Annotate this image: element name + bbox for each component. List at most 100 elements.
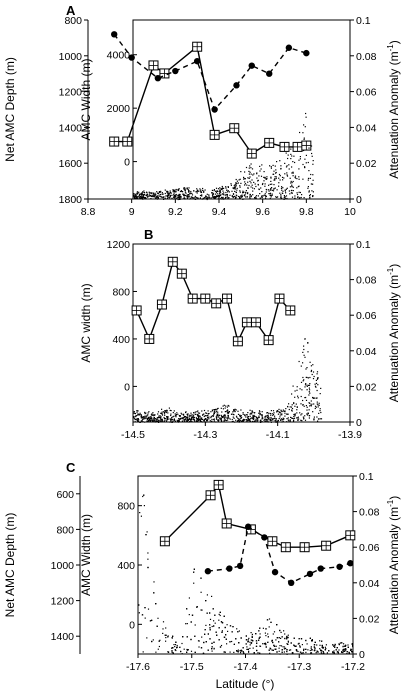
attenuation-point <box>241 416 243 418</box>
attenuation-point <box>319 393 321 395</box>
attenuation-point <box>312 371 315 373</box>
attenuation-point <box>261 191 263 193</box>
attenuation-point <box>274 420 276 422</box>
attenuation-point <box>211 642 213 644</box>
attenuation-point <box>239 416 241 418</box>
attenuation-point <box>171 647 173 649</box>
attenuation-point <box>311 152 313 155</box>
attenuation-point <box>162 420 164 422</box>
attenuation-point <box>270 180 272 182</box>
attenuation-point <box>257 180 259 182</box>
attenuation-point <box>162 621 165 623</box>
attenuation-point <box>272 418 274 420</box>
attenuation-point <box>158 195 161 197</box>
attenuation-point <box>141 195 143 197</box>
attenuation-point <box>174 196 176 198</box>
attenuation-point <box>206 420 208 422</box>
attenuation-point <box>157 418 159 420</box>
attenuation-point <box>255 633 257 635</box>
attenuation-point <box>165 634 167 636</box>
attenuation-point <box>268 190 270 192</box>
attenuation-point <box>171 637 173 639</box>
attenuation-point <box>314 383 316 385</box>
attenuation-point <box>268 618 271 620</box>
attenuation-point <box>296 178 298 180</box>
attenuation-point <box>184 189 186 191</box>
attenuation-point <box>294 415 296 417</box>
attenuation-point <box>173 644 175 646</box>
attenuation-point <box>252 411 254 413</box>
attenuation-point <box>286 643 288 645</box>
attenuation-point <box>234 190 236 192</box>
attenuation-point <box>153 420 155 422</box>
attenuation-point <box>181 420 183 422</box>
attenuation-point <box>223 417 225 419</box>
attenuation-point <box>149 620 152 622</box>
attenuation-point <box>230 183 232 185</box>
attenuation-point <box>197 189 199 191</box>
attenuation-point <box>305 396 307 399</box>
attenuation-point <box>202 197 204 199</box>
attenuation-point <box>251 411 253 413</box>
attenuation-point <box>142 191 144 193</box>
attenuation-point <box>313 649 316 652</box>
attenuation-point <box>187 194 189 196</box>
x-tick-label: -14.3 <box>193 429 217 441</box>
attenuation-point <box>254 412 256 414</box>
attenuation-point <box>295 649 298 651</box>
attenuation-point <box>270 189 272 191</box>
attenuation-point <box>194 624 196 626</box>
attenuation-point <box>287 634 289 636</box>
attenuation-point <box>204 418 206 420</box>
attenuation-point <box>193 415 195 417</box>
attenuation-point <box>286 638 288 640</box>
attenuation-point <box>223 651 225 653</box>
attenuation-point <box>308 394 310 396</box>
attenuation-point <box>146 637 148 639</box>
attenuation-point <box>247 181 249 183</box>
attenuation-point <box>204 633 206 635</box>
attenuation-point <box>173 419 175 421</box>
attenuation-point <box>318 404 320 406</box>
attenuation-point <box>185 194 187 196</box>
attenuation-point <box>324 649 326 651</box>
attenuation-point <box>248 650 250 652</box>
attenuation-point <box>234 184 236 186</box>
attenuation-point <box>144 413 146 415</box>
attenuation-point <box>175 414 177 416</box>
attenuation-point <box>227 410 229 412</box>
attenuation-point <box>133 416 135 418</box>
attenuation-point <box>259 652 261 654</box>
attenuation-point <box>302 362 304 364</box>
attenuation-point <box>302 399 304 402</box>
attenuation-point <box>223 194 225 196</box>
attenuation-point <box>140 193 142 195</box>
attenuation-point <box>236 628 238 630</box>
attenuation-point <box>284 162 286 164</box>
attenuation-point <box>232 196 234 198</box>
attenuation-point <box>253 414 255 416</box>
attenuation-point <box>147 416 149 418</box>
attenuation-point <box>216 408 218 410</box>
attenuation-point <box>190 419 192 421</box>
attenuation-point <box>174 191 176 193</box>
attenuation-point <box>229 194 231 196</box>
attenuation-point <box>291 417 293 419</box>
attenuation-point <box>260 419 262 421</box>
attenuation-point <box>183 197 185 199</box>
attenuation-point <box>239 191 241 193</box>
attenuation-point <box>213 189 215 191</box>
attenuation-point <box>280 194 282 196</box>
attenuation-point <box>286 649 288 651</box>
attenuation-point <box>291 417 293 419</box>
attenuation-point <box>146 531 148 533</box>
attenuation-point <box>247 420 249 422</box>
attenuation-point <box>210 415 212 418</box>
attenuation-point <box>143 196 145 199</box>
attenuation-point <box>285 195 288 197</box>
attenuation-point <box>297 643 299 645</box>
attenuation-point <box>259 645 261 647</box>
attenuation-point <box>226 406 228 408</box>
attenuation-point <box>274 178 276 180</box>
attenuation-point <box>222 408 224 410</box>
